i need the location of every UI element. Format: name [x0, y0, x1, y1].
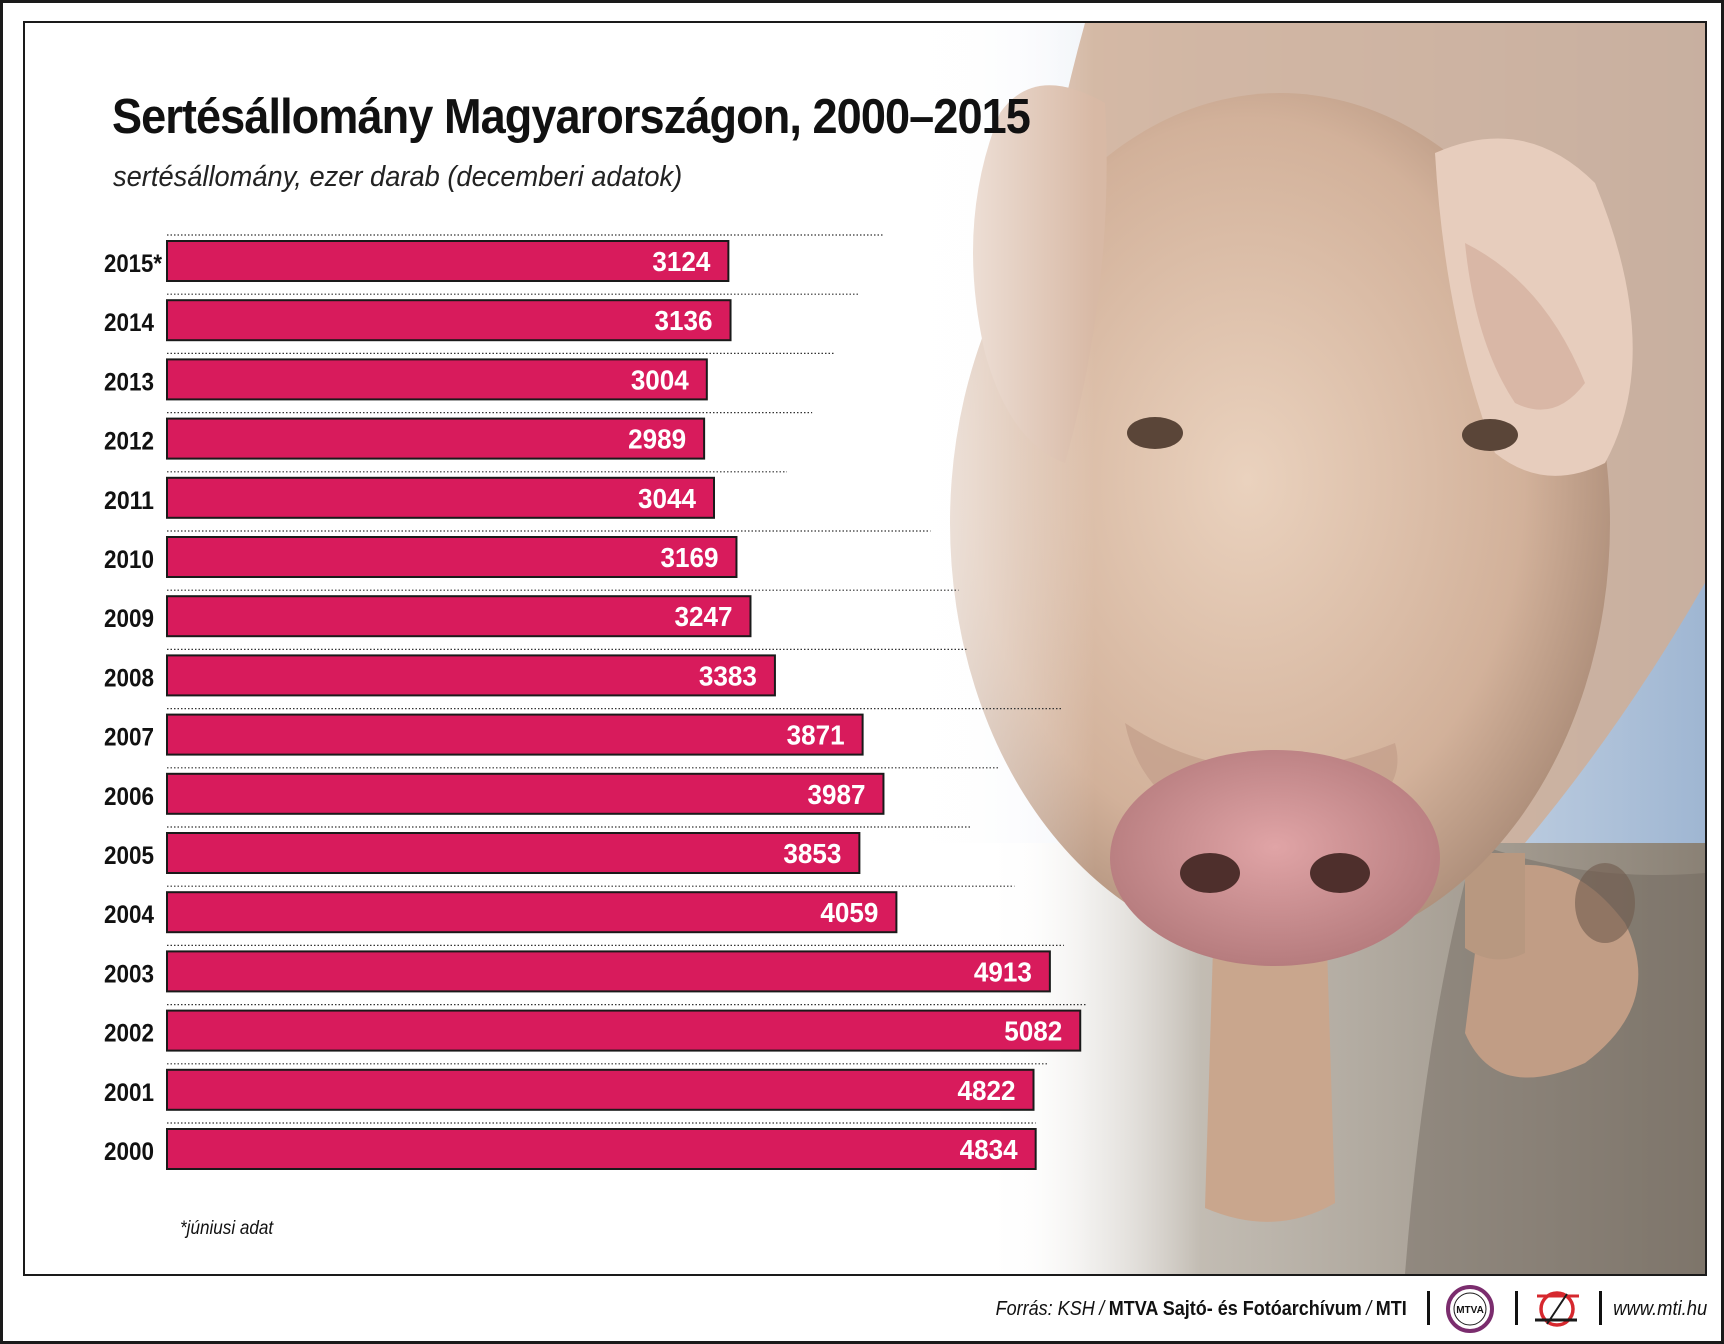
category-label: 2012 [104, 428, 154, 456]
footnote: *júniusi adat [180, 1218, 274, 1239]
source-label: Forrás: KSH [995, 1298, 1095, 1320]
source-organization: MTVA Sajtó- és Fotóarchívum [1108, 1298, 1362, 1320]
bar-2015* [166, 240, 730, 282]
category-label: 2003 [104, 960, 154, 988]
category-label: 2002 [104, 1020, 154, 1048]
website-url: www.mti.hu [1612, 1298, 1707, 1320]
footer: Forrás: KSH / MTVA Sajtó- és Fotóarchívum /… [3, 1281, 1724, 1341]
category-label: 2015* [104, 250, 162, 278]
value-label: 3136 [655, 305, 713, 336]
category-label: 2013 [104, 368, 154, 396]
category-label: 2000 [104, 1138, 154, 1166]
value-label: 3383 [699, 660, 757, 691]
source-separator: / [1099, 1298, 1105, 1320]
bar-2010 [166, 536, 738, 578]
value-label: 2989 [628, 424, 686, 455]
bar-2006 [166, 772, 885, 815]
category-label: 2001 [104, 1079, 154, 1107]
category-label: 2007 [104, 724, 154, 752]
value-label: 3247 [674, 601, 732, 632]
value-label: 3169 [660, 542, 718, 573]
bar-2007 [166, 713, 864, 756]
category-label: 2014 [104, 309, 154, 337]
value-label: 4913 [974, 956, 1032, 987]
chart-subtitle: sertésállomány, ezer darab (decemberi ad… [113, 161, 683, 193]
bar-2008 [166, 654, 776, 697]
category-label: 2011 [104, 487, 154, 515]
value-label: 4822 [958, 1075, 1016, 1106]
bar-chart: 2015* 3124 2014 3136 2013 3004 2012 2989 2011 304… [104, 234, 1087, 1170]
value-label: 3853 [783, 838, 841, 869]
value-label: 3004 [631, 364, 689, 395]
bar-2003 [166, 950, 1051, 993]
bar-2012 [166, 417, 706, 460]
bar-2005 [166, 832, 861, 874]
source-agency: MTI [1376, 1298, 1407, 1320]
bar-2014 [166, 299, 732, 342]
value-label: 4059 [820, 897, 878, 928]
value-label: 4834 [960, 1134, 1018, 1165]
value-label: 3044 [638, 483, 696, 514]
value-label: 5082 [1004, 1016, 1062, 1047]
footer-divider [1515, 1291, 1518, 1325]
category-label: 2004 [104, 901, 154, 929]
mti-logo-icon [1535, 1291, 1579, 1327]
pig-photo [865, 23, 1705, 1274]
bar-2002 [166, 1009, 1082, 1052]
category-label: 2009 [104, 605, 154, 633]
value-label: 3124 [652, 246, 710, 277]
mtva-logo-icon: MTVA [1446, 1285, 1494, 1333]
chart-title: Sertésállomány Magyarországon, 2000–2015 [112, 90, 1031, 144]
value-label: 3871 [787, 720, 845, 751]
source-separator-2: / [1366, 1298, 1372, 1320]
source-credit: Forrás: KSH / MTVA Sajtó- és Fotóarchívum /… [996, 1298, 1407, 1321]
category-label: 2010 [104, 546, 154, 574]
footer-divider [1427, 1291, 1430, 1325]
bar-2013 [166, 358, 708, 401]
bar-2011 [166, 476, 716, 519]
bar-2004 [166, 891, 898, 934]
category-label: 2005 [104, 842, 154, 870]
mtva-logo-text: MTVA [1456, 1305, 1484, 1316]
bar-2000 [166, 1128, 1037, 1170]
bar-2001 [166, 1068, 1035, 1111]
category-label: 2008 [104, 664, 154, 692]
bar-2009 [166, 595, 752, 638]
chart-panel: Sertésállomány Magyarországon, 2000–2015… [23, 21, 1707, 1276]
footer-divider [1599, 1291, 1602, 1325]
value-label: 3987 [807, 779, 865, 810]
category-label: 2006 [104, 783, 154, 811]
